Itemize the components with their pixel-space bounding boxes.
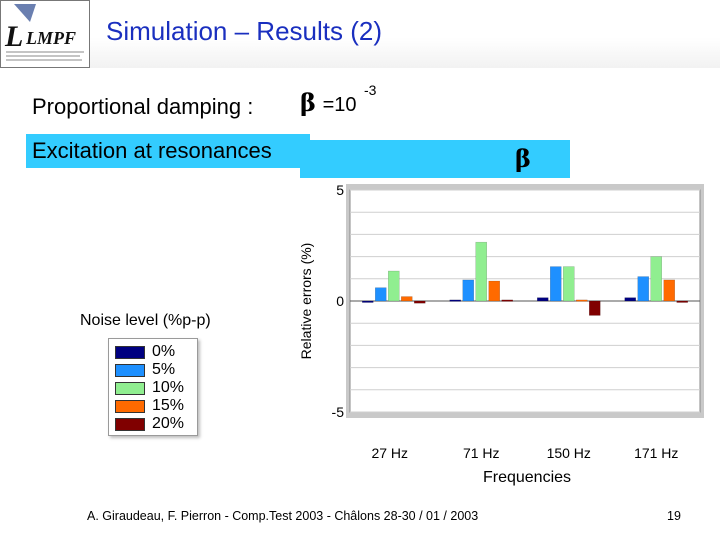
- svg-text:LMPF: LMPF: [25, 28, 76, 48]
- x-tick-label: 71 Hz: [463, 445, 500, 461]
- legend-label: 15%: [152, 397, 185, 414]
- excitation-label: Excitation at resonances: [26, 134, 310, 168]
- bar: [488, 280, 500, 302]
- legend-swatch: [115, 400, 145, 413]
- beta-exponent: -3: [364, 82, 377, 98]
- y-tick-label: 5: [336, 182, 344, 198]
- axis-labels: 5 0 -5 Relative errors (%) 27 Hz 71 Hz 150 Hz 1…: [298, 182, 678, 486]
- legend: 0% 5% 10% 15% 20%: [108, 338, 198, 436]
- logo-feather-icon: [14, 4, 36, 22]
- bar: [475, 241, 487, 302]
- damping-label: Proportional damping :: [32, 94, 254, 119]
- legend-swatch: [115, 418, 145, 431]
- title-bar: [90, 0, 720, 68]
- bar: [576, 299, 588, 302]
- legend-title: Noise level (%p-p): [80, 312, 211, 329]
- footer-text: A. Giraudeau, F. Pierron - Comp.Test 200…: [87, 509, 479, 523]
- legend-label: 10%: [152, 379, 185, 396]
- bar: [650, 256, 662, 302]
- bar: [401, 296, 413, 302]
- y-tick-label: 0: [336, 293, 344, 309]
- svg-text:L: L: [4, 20, 23, 53]
- x-tick-label: 27 Hz: [371, 445, 408, 461]
- x-axis-label: Frequencies: [483, 469, 571, 486]
- bar: [624, 297, 636, 302]
- plot-area: [346, 184, 704, 418]
- lmpf-logo: L LMPF: [0, 0, 90, 68]
- beta-equation: β =10: [300, 88, 357, 118]
- bar: [362, 300, 374, 303]
- bar: [589, 300, 601, 316]
- bar: [388, 270, 400, 302]
- bar: [563, 266, 575, 302]
- slide-title: Simulation – Results (2): [106, 16, 382, 46]
- beta-symbol: β: [300, 88, 316, 117]
- x-tick-label: 150 Hz: [547, 445, 591, 461]
- legend-label: 5%: [152, 361, 176, 378]
- y-axis-label: Relative errors (%): [298, 243, 314, 360]
- bars: [362, 241, 688, 316]
- beta-box: β: [300, 140, 570, 178]
- beta-box-symbol: β: [515, 144, 531, 173]
- beta-value: =10: [322, 94, 357, 116]
- legend-swatch: [115, 346, 145, 359]
- legend-swatch: [115, 382, 145, 395]
- bar: [663, 279, 675, 302]
- bar: [414, 300, 426, 304]
- bar: [537, 297, 549, 302]
- bar: [550, 266, 562, 302]
- bar: [676, 300, 688, 303]
- bar: [637, 276, 649, 302]
- bar: [449, 299, 461, 302]
- legend-label: 20%: [152, 415, 185, 432]
- y-tick-label: -5: [332, 404, 345, 420]
- legend-swatch: [115, 364, 145, 377]
- bar: [501, 299, 513, 302]
- legend-label: 0%: [152, 343, 176, 360]
- bar: [462, 279, 474, 302]
- x-tick-label: 171 Hz: [634, 445, 678, 461]
- page-number: 19: [667, 509, 681, 523]
- bar: [375, 287, 387, 302]
